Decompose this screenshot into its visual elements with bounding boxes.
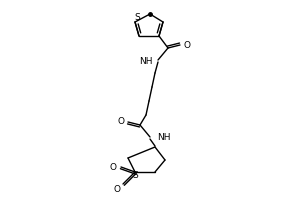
Text: S: S [132, 170, 138, 180]
Text: NH: NH [157, 132, 170, 142]
Text: O: O [110, 162, 117, 171]
Text: O: O [117, 117, 124, 127]
Text: S: S [135, 12, 140, 21]
Text: O: O [184, 40, 191, 49]
Text: O: O [114, 184, 121, 194]
Text: NH: NH [140, 58, 153, 66]
